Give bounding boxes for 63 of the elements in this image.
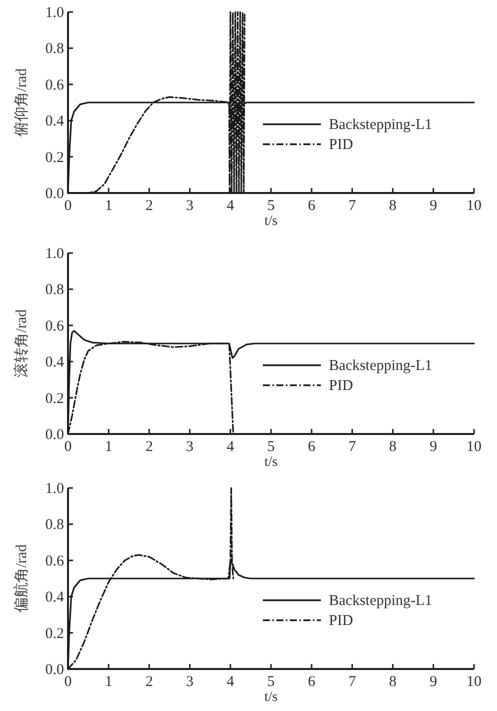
- y-tick-label: 0.4: [45, 114, 64, 130]
- x-tick-label: 10: [466, 674, 482, 690]
- x-tick-label: 7: [348, 674, 356, 690]
- y-tick-label: 1.0: [45, 246, 64, 262]
- legend-label: PID: [328, 613, 354, 630]
- y-tick-label: 0.4: [45, 590, 64, 606]
- x-tick-label: 7: [348, 439, 356, 455]
- x-tick-label: 3: [186, 198, 194, 214]
- y-tick-label: 0.2: [45, 390, 64, 407]
- x-tick-label: 8: [389, 198, 397, 214]
- x-tick-label: 8: [389, 674, 397, 690]
- x-tick-label: 0: [64, 198, 72, 214]
- x-axis-title: t/s: [264, 455, 278, 470]
- x-tick-label: 9: [430, 674, 438, 690]
- y-tick-label: 0.6: [45, 318, 64, 334]
- x-tick-label: 8: [389, 439, 397, 455]
- x-tick-label: 10: [466, 198, 482, 214]
- x-tick-label: 1: [104, 198, 112, 214]
- x-tick-label: 6: [308, 198, 316, 214]
- legend-label: PID: [328, 137, 354, 154]
- y-axis-title: 偏航角/rad: [13, 544, 30, 613]
- x-tick-label: 3: [186, 439, 194, 455]
- x-tick-label: 4: [226, 198, 235, 214]
- x-tick-label: 5: [267, 674, 275, 690]
- x-axis-title: t/s: [264, 690, 278, 705]
- y-tick-label: 0.2: [45, 626, 64, 642]
- y-tick-label: 0.2: [45, 150, 64, 166]
- x-tick-label: 2: [145, 198, 153, 214]
- legend-label: Backstepping-L1: [328, 358, 432, 374]
- y-axis-title: 滚转角/rad: [13, 308, 30, 378]
- x-tick-label: 2: [145, 439, 153, 455]
- x-tick-label: 4: [226, 674, 235, 690]
- y-tick-label: 0.0: [45, 186, 64, 202]
- x-tick-label: 3: [186, 674, 194, 690]
- y-axis-title: 俯仰角/rad: [13, 68, 30, 137]
- legend-label: Backstepping-L1: [328, 117, 432, 134]
- y-tick-label: 0.8: [45, 517, 64, 534]
- x-axis-title: t/s: [264, 214, 278, 229]
- y-tick-label: 0.6: [45, 553, 64, 570]
- y-tick-label: 0.4: [45, 354, 64, 371]
- y-tick-label: 1.0: [45, 481, 64, 497]
- x-tick-label: 10: [466, 439, 482, 455]
- y-tick-label: 0.6: [45, 77, 64, 94]
- x-tick-label: 0: [64, 439, 72, 455]
- y-tick-label: 0.8: [45, 282, 64, 298]
- legend-label: PID: [328, 378, 354, 394]
- legend-label: Backstepping-L1: [328, 593, 432, 610]
- x-tick-label: 6: [308, 439, 316, 455]
- y-tick-label: 1.0: [45, 5, 64, 21]
- x-tick-label: 2: [145, 674, 153, 690]
- x-tick-label: 1: [104, 674, 112, 690]
- x-tick-label: 5: [267, 439, 275, 455]
- x-tick-label: 6: [308, 674, 316, 690]
- y-tick-label: 0.0: [45, 427, 64, 443]
- x-tick-label: 1: [104, 439, 112, 455]
- x-tick-label: 5: [267, 198, 275, 214]
- x-tick-label: 4: [226, 439, 235, 455]
- x-tick-label: 9: [430, 439, 438, 455]
- x-tick-label: 9: [430, 198, 438, 214]
- x-tick-label: 0: [64, 674, 72, 690]
- y-tick-label: 0.0: [45, 662, 64, 678]
- y-tick-label: 0.8: [45, 41, 64, 58]
- x-tick-label: 7: [348, 198, 356, 214]
